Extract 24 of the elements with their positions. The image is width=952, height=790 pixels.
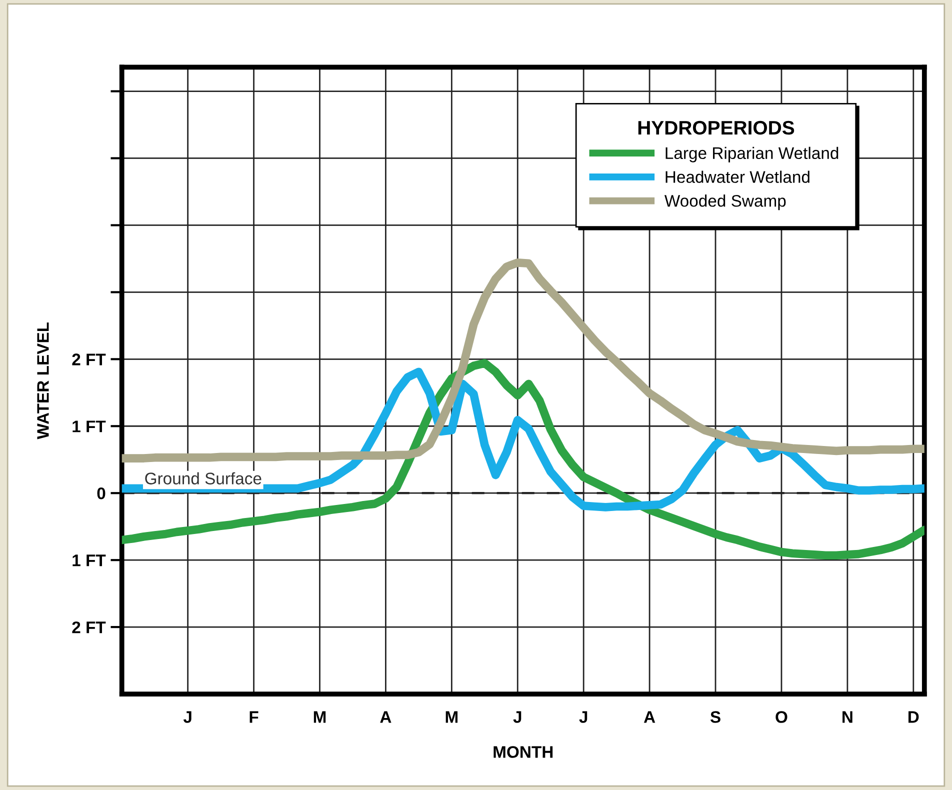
x-tick-label: A (380, 711, 392, 723)
x-tick-label: A (644, 711, 656, 723)
legend-label: Headwater Wetland (666, 170, 810, 183)
legend-title: HYDROPERIODS (638, 120, 794, 135)
y-tick-label: 2 FT (72, 621, 106, 634)
y-tick-label: 2 FT (72, 354, 106, 366)
x-tick-label: J (513, 711, 522, 723)
ref-line-label: Ground Surface (145, 472, 262, 484)
x-tick-label: J (579, 711, 588, 723)
y-tick-label: 0 (97, 488, 106, 500)
x-tick-label: F (250, 711, 258, 723)
x-tick-label: O (776, 711, 788, 723)
y-axis-title: WATER LEVEL (37, 322, 49, 440)
x-axis-title: MONTH (494, 746, 553, 758)
legend-label: Wooded Swamp (664, 194, 786, 210)
x-tick-label: D (908, 711, 919, 723)
x-tick-label: S (710, 711, 720, 723)
x-tick-label: N (842, 711, 852, 723)
legend-label: Large Riparian Wetland (666, 146, 838, 162)
x-tick-label: M (314, 711, 326, 723)
x-tick-label: M (446, 711, 458, 723)
y-tick-label: 1 FT (72, 554, 106, 566)
y-tick-label: 1 FT (72, 420, 106, 432)
x-tick-label: J (183, 711, 192, 723)
